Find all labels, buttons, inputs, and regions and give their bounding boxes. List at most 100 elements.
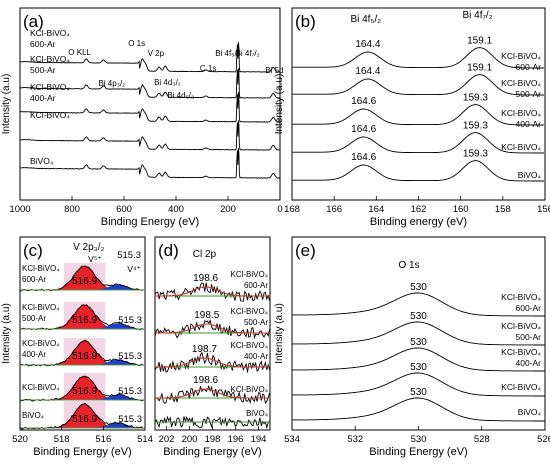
series-label: 500-Ar: [30, 65, 56, 75]
peak-value-label: 198.7: [192, 344, 217, 355]
x-axis-label: Binding Energy (eV): [369, 446, 467, 458]
x-tick-label: 0: [277, 204, 282, 215]
x-tick-label: 514: [137, 434, 153, 445]
y-axis-label: Intensity (a.u): [1, 303, 12, 364]
x-tick-label: 528: [474, 434, 490, 445]
cl2p-fit-curve: [155, 323, 270, 334]
series-label: 600-Ar: [30, 39, 56, 49]
peak-annotation: Bi 5d: [265, 66, 283, 75]
series-label: 400-Ar: [244, 352, 268, 361]
x-axis-label: Binding Energy (eV): [163, 446, 261, 458]
peak-value-label: 159.1: [467, 62, 492, 73]
x-tick-label: 162: [411, 204, 427, 215]
peak-header: Bi 4f₅/₂: [350, 14, 381, 25]
peak-annotation: Bi 4f₇/₂: [236, 49, 260, 58]
peak-header: V⁵⁺: [88, 254, 102, 264]
v4-peak-value: 515.3: [118, 351, 142, 362]
series-label: KCl-BiVO₄: [501, 382, 541, 392]
peak-annotation: V 2p: [148, 49, 165, 58]
o1s-trace: [292, 347, 545, 372]
cl2p-fit-curve: [155, 286, 270, 297]
x-tick-label: 198: [205, 434, 221, 445]
v5-peak-value: 516.9: [72, 315, 97, 326]
panel-label: (e): [295, 241, 316, 260]
x-tick-label: 158: [495, 204, 511, 215]
series-label: KCl-BiVO₄: [231, 270, 269, 279]
peak-annotation: Bi 4f₅/₂: [215, 49, 240, 58]
v5-peak-value: 516.9: [72, 414, 97, 425]
series-label: KCl-BiVO₄: [501, 108, 541, 118]
peak-annotation: Bi 4d₅/₂: [167, 91, 194, 100]
peak-value-label: 198.5: [194, 310, 219, 321]
v5-peak-value: 516.9: [72, 386, 97, 397]
peak-annotation: O KLL: [68, 48, 91, 57]
peak-value-label: 530: [410, 311, 427, 322]
series-label: KCl-BiVO₄: [501, 347, 541, 357]
x-tick-label: 168: [284, 204, 300, 215]
x-axis-label: Binding Energy (eV): [33, 446, 131, 458]
survey-trace: [19, 68, 281, 99]
series-label: 600-Ar: [22, 275, 46, 284]
x-tick-label: 202: [159, 434, 175, 445]
peak-value-label: 164.6: [351, 152, 376, 163]
survey-trace: [20, 120, 281, 151]
x-tick-label: 200: [182, 434, 198, 445]
x-tick-label: 518: [54, 434, 70, 445]
peak-value-label: 198.6: [193, 375, 218, 386]
bi4f-trace: [292, 104, 544, 126]
peak-value-label: 159.3: [463, 120, 488, 131]
bi4f-trace: [292, 74, 544, 96]
y-axis-label: Intensity (a.u): [274, 303, 285, 364]
series-label: KCl-BiVO₄: [22, 303, 60, 312]
x-tick-label: 1000: [9, 204, 30, 215]
peak-header: Bi 4f₇/₂: [462, 10, 492, 21]
x-tick-label: 530: [411, 434, 427, 445]
peak-value-label: 164.6: [351, 124, 376, 135]
survey-trace: [19, 42, 281, 73]
series-label: 400-Ar: [515, 358, 541, 368]
plot-frame: [19, 236, 146, 431]
series-label: KCl-BiVO₄: [30, 110, 70, 120]
panel-c: KCl-BiVO₄ 600-Ar 516.9 KCl-BiVO₄ 500-Ar 516.9…: [1, 236, 153, 458]
x-tick-label: 532: [347, 434, 363, 445]
v5-peak-value: 516.9: [72, 351, 97, 362]
series-label: KCl-BiVO₄: [30, 82, 70, 92]
peak-annotation: C 1s: [200, 64, 216, 73]
panel-e: KCl-BiVO₄600-Ar530KCl-BiVO₄500-Ar530KCl-…: [274, 236, 550, 458]
o1s-trace: [292, 397, 545, 422]
series-label: KCl-BiVO₄: [501, 142, 541, 152]
series-label: 600-Ar: [515, 303, 541, 313]
peak-value-label: 159.3: [463, 92, 488, 103]
o1s-trace: [292, 372, 545, 397]
x-tick-label: 800: [64, 204, 80, 215]
x-tick-label: 194: [251, 434, 267, 445]
peak-annotation: O 1s: [128, 39, 145, 48]
x-tick-label: 160: [453, 204, 469, 215]
panel-d: 198.6 KCl-BiVO₄ 600-Ar 198.5 KCl-BiVO₄ 500-Ar…: [154, 236, 271, 458]
y-axis-label: Intensity (a.u): [1, 74, 12, 135]
series-label: KCl-BiVO₄: [22, 339, 60, 348]
series-label: KCl-BiVO₄: [501, 51, 541, 61]
series-label: KCl-BiVO₄: [22, 383, 60, 392]
series-label: BiVO₄: [518, 407, 542, 417]
peak-header: V⁴⁺: [127, 264, 141, 274]
x-tick-label: 600: [116, 204, 132, 215]
series-label: KCl-BiVO₄: [22, 264, 60, 273]
series-label: BiVO₄: [246, 409, 268, 418]
o1s-trace: [292, 292, 545, 317]
x-tick-label: 156: [537, 204, 550, 215]
series-label: 500-Ar: [515, 89, 541, 99]
v4-peak-value: 515.3: [118, 386, 142, 397]
panel-label: (d): [158, 241, 179, 260]
series-label: BiVO₄: [30, 156, 54, 166]
o1s-trace: [292, 321, 545, 346]
x-tick-label: 520: [12, 434, 28, 445]
v4-peak-value: 515.3: [118, 315, 142, 326]
x-tick-label: 526: [537, 434, 550, 445]
series-label: 600-Ar: [515, 62, 541, 72]
x-axis-label: Binding energy (eV): [370, 216, 467, 228]
series-label: 400-Ar: [22, 350, 46, 359]
series-label: 500-Ar: [244, 318, 268, 327]
panel-label: (c): [23, 241, 43, 260]
